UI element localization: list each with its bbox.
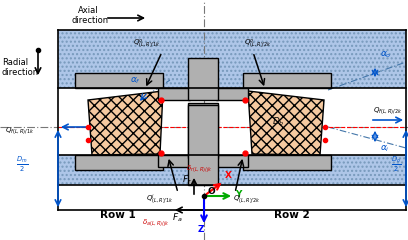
Text: $\frac{D_m}{2}$: $\frac{D_m}{2}$ [16,154,28,174]
Text: $Q^o_{(L,R)/2k}$: $Q^o_{(L,R)/2k}$ [244,38,272,50]
Text: $\delta_{r(L,R)/jk}$: $\delta_{r(L,R)/jk}$ [186,163,213,174]
Text: Row 1: Row 1 [100,210,136,220]
Polygon shape [248,91,324,155]
Text: $Q^o_{(L,R)/1k}$: $Q^o_{(L,R)/1k}$ [133,38,161,50]
Text: X: X [225,171,232,180]
Bar [188,103,218,158]
Bar [188,105,218,185]
Bar [58,95,406,185]
Text: $Q^i_{(L,R)/1k}$: $Q^i_{(L,R)/1k}$ [146,192,174,205]
Text: Y: Y [235,190,242,199]
Polygon shape [88,91,163,155]
Text: $Q_{f(L,R)/2k}$: $Q_{f(L,R)/2k}$ [373,105,403,116]
Bar [58,95,406,185]
Text: $\alpha_f$: $\alpha_f$ [130,75,141,85]
Text: $Q^i_{(L,R)/2k}$: $Q^i_{(L,R)/2k}$ [233,192,261,205]
Bar [158,88,190,100]
Text: $F_a$: $F_a$ [172,211,183,223]
Text: Row 2: Row 2 [274,210,310,220]
Bar [243,73,331,88]
Bar [243,155,331,170]
Bar [158,155,190,167]
Bar [216,88,248,100]
Text: $D_b$: $D_b$ [272,116,285,128]
Text: $\frac{D_o}{2}$: $\frac{D_o}{2}$ [391,154,401,174]
Bar [75,73,163,88]
Bar [188,58,218,100]
Bar [58,88,406,155]
Text: direction: direction [72,16,109,25]
Text: Axial: Axial [78,6,99,15]
Text: $F_r$: $F_r$ [182,173,192,186]
Text: O: O [207,187,215,196]
Text: Z: Z [198,225,204,234]
Text: $\delta_{a(L,R)/jk}$: $\delta_{a(L,R)/jk}$ [142,217,170,228]
Bar [216,155,248,167]
Text: Radial: Radial [2,58,28,67]
Bar [58,30,406,88]
Bar [58,30,406,88]
Text: $Q_{f(L,R)/1k}$: $Q_{f(L,R)/1k}$ [5,125,35,136]
Bar [75,155,163,170]
Text: $\alpha_o$: $\alpha_o$ [380,50,392,60]
Text: $\alpha_i$: $\alpha_i$ [380,143,390,154]
Text: direction: direction [2,68,39,77]
